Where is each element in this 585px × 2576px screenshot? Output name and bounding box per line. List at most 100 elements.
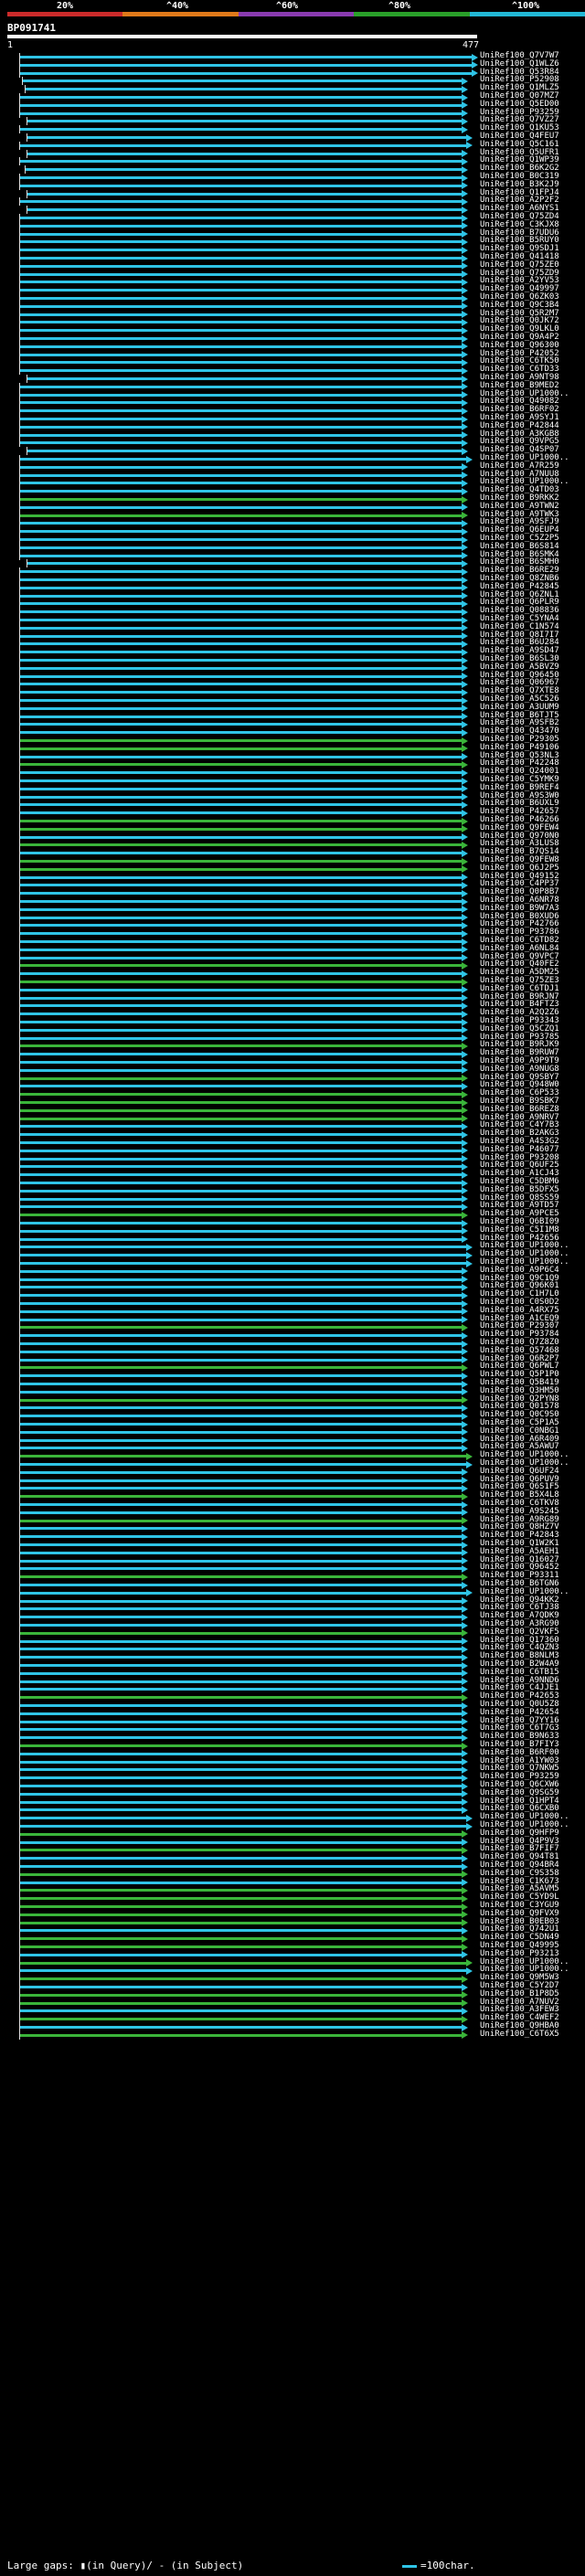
hit-label-link[interactable]: UniRef100_Q9VPG5: [480, 437, 559, 447]
hit-row[interactable]: UniRef100_A5AEH1: [0, 1547, 585, 1557]
hit-row[interactable]: UniRef100_Q6UF25: [0, 1161, 585, 1171]
hit-row[interactable]: UniRef100_Q0C9S0: [0, 1410, 585, 1421]
hit-row[interactable]: UniRef100_A7QDK9: [0, 1611, 585, 1622]
hit-row[interactable]: UniRef100_Q9FEW8: [0, 855, 585, 865]
hit-row[interactable]: UniRef100_UP1000..: [0, 1587, 585, 1597]
hit-row[interactable]: UniRef100_B6SMK4: [0, 550, 585, 560]
hit-row[interactable]: UniRef100_P42657: [0, 807, 585, 818]
hit-row[interactable]: UniRef100_B6S814: [0, 542, 585, 552]
hit-row[interactable]: UniRef100_P46077: [0, 1145, 585, 1155]
hit-row[interactable]: UniRef100_P29307: [0, 1321, 585, 1332]
hit-row[interactable]: UniRef100_Q7VZ27: [0, 115, 585, 126]
hit-label-link[interactable]: UniRef100_P42654: [480, 1707, 559, 1717]
hit-row[interactable]: UniRef100_A1CEQ9: [0, 1314, 585, 1324]
hit-label-link[interactable]: UniRef100_Q9SDJ1: [480, 244, 559, 254]
hit-row[interactable]: UniRef100_UP1000..: [0, 1458, 585, 1468]
hit-label-link[interactable]: UniRef100_P29307: [480, 1321, 559, 1331]
hit-label-link[interactable]: UniRef100_A6NL84: [480, 943, 559, 953]
hit-label-link[interactable]: UniRef100_Q1WLZ6: [480, 58, 559, 69]
hit-row[interactable]: UniRef100_A9SD47: [0, 646, 585, 657]
hit-row[interactable]: UniRef100_B7FIY3: [0, 1740, 585, 1750]
hit-row[interactable]: UniRef100_Q96300: [0, 341, 585, 351]
hit-row[interactable]: UniRef100_C4JJE1: [0, 1683, 585, 1694]
hit-label-link[interactable]: UniRef100_UP1000..: [480, 388, 569, 398]
hit-row[interactable]: UniRef100_P42052: [0, 349, 585, 359]
hit-label-link[interactable]: UniRef100_C6TDJ1: [480, 983, 559, 993]
hit-row[interactable]: UniRef100_A9P9T9: [0, 1056, 585, 1066]
hit-row[interactable]: UniRef100_Q9A4P2: [0, 333, 585, 343]
hit-label-link[interactable]: UniRef100_Q16027: [480, 1554, 559, 1564]
hit-row[interactable]: UniRef100_B6UXL9: [0, 799, 585, 810]
hit-label-link[interactable]: UniRef100_A2Q2Z6: [480, 1008, 559, 1018]
hit-label-link[interactable]: UniRef100_Q6UF24: [480, 1466, 559, 1476]
hit-label-link[interactable]: UniRef100_P52908: [480, 75, 559, 85]
hit-row[interactable]: UniRef100_A9SFB2: [0, 718, 585, 729]
hit-label-link[interactable]: UniRef100_C6TKV8: [480, 1499, 559, 1508]
hit-label-link[interactable]: UniRef100_P42843: [480, 1531, 559, 1541]
hit-label-link[interactable]: UniRef100_B2AKG3: [480, 1129, 559, 1139]
hit-row[interactable]: UniRef100_UP1000..: [0, 1450, 585, 1461]
hit-label-link[interactable]: UniRef100_Q1WP39: [480, 155, 559, 165]
hit-label-link[interactable]: UniRef100_Q9VPC7: [480, 951, 559, 961]
hit-row[interactable]: UniRef100_UP1000..: [0, 1820, 585, 1830]
hit-label-link[interactable]: UniRef100_A9RG89: [480, 1514, 559, 1524]
hit-row[interactable]: UniRef100_C6TD33: [0, 365, 585, 376]
hit-label-link[interactable]: UniRef100_UP1000..: [480, 1241, 569, 1251]
hit-label-link[interactable]: UniRef100_A3UUM9: [480, 702, 559, 712]
hit-label-link[interactable]: UniRef100_B4FTZ3: [480, 1000, 559, 1010]
hit-row[interactable]: UniRef100_B6SL30: [0, 654, 585, 664]
hit-label-link[interactable]: UniRef100_C9S358: [480, 1868, 559, 1878]
hit-row[interactable]: UniRef100_Q7V7W7: [0, 51, 585, 61]
hit-row[interactable]: UniRef100_P42845: [0, 582, 585, 592]
hit-label-link[interactable]: UniRef100_B7UDU6: [480, 228, 559, 238]
hit-label-link[interactable]: UniRef100_Q9FEW8: [480, 855, 559, 864]
hit-label-link[interactable]: UniRef100_UP1000..: [480, 1965, 569, 1975]
hit-row[interactable]: UniRef100_Q6PWL7: [0, 1362, 585, 1373]
hit-row[interactable]: UniRef100_A9S3W0: [0, 791, 585, 801]
hit-label-link[interactable]: UniRef100_Q96K01: [480, 1281, 559, 1291]
hit-label-link[interactable]: UniRef100_A3LUS8: [480, 839, 559, 849]
hit-label-link[interactable]: UniRef100_Q5UFR1: [480, 147, 559, 157]
hit-label-link[interactable]: UniRef100_P46266: [480, 815, 559, 824]
hit-row[interactable]: UniRef100_B3K2J9: [0, 180, 585, 190]
hit-row[interactable]: UniRef100_Q948W0: [0, 1080, 585, 1091]
hit-row[interactable]: UniRef100_Q9LKL0: [0, 324, 585, 335]
hit-label-link[interactable]: UniRef100_Q0P8B7: [480, 887, 559, 897]
hit-label-link[interactable]: UniRef100_C5YMK9: [480, 775, 559, 784]
hit-label-link[interactable]: UniRef100_B7QS14: [480, 847, 559, 857]
hit-row[interactable]: UniRef100_A2Q2Z6: [0, 1008, 585, 1019]
hit-label-link[interactable]: UniRef100_P42766: [480, 919, 559, 929]
hit-row[interactable]: UniRef100_Q94T81: [0, 1852, 585, 1863]
hit-label-link[interactable]: UniRef100_C5DBM6: [480, 1177, 559, 1186]
hit-label-link[interactable]: UniRef100_Q6J2P5: [480, 863, 559, 873]
hit-row[interactable]: UniRef100_A3UUM9: [0, 702, 585, 713]
hit-label-link[interactable]: UniRef100_Q75ZE0: [480, 260, 559, 270]
hit-label-link[interactable]: UniRef100_Q1MLZ5: [480, 83, 559, 93]
hit-row[interactable]: UniRef100_B2W4A9: [0, 1659, 585, 1670]
hit-label-link[interactable]: UniRef100_P93786: [480, 928, 559, 938]
hit-row[interactable]: UniRef100_C6TD82: [0, 936, 585, 946]
hit-label-link[interactable]: UniRef100_P93311: [480, 1571, 559, 1581]
hit-row[interactable]: UniRef100_C1K673: [0, 1877, 585, 1887]
hit-label-link[interactable]: UniRef100_Q94T81: [480, 1852, 559, 1862]
hit-label-link[interactable]: UniRef100_Q75ZE3: [480, 976, 559, 985]
hit-label-link[interactable]: UniRef100_Q5P1P0: [480, 1370, 559, 1380]
hit-label-link[interactable]: UniRef100_Q53NL3: [480, 750, 559, 760]
hit-row[interactable]: UniRef100_B6K2G2: [0, 164, 585, 175]
hit-row[interactable]: UniRef100_Q53NL3: [0, 750, 585, 761]
hit-row[interactable]: UniRef100_Q08836: [0, 606, 585, 617]
hit-row[interactable]: UniRef100_Q5ED00: [0, 100, 585, 110]
hit-label-link[interactable]: UniRef100_B0C319: [480, 172, 559, 181]
hit-row[interactable]: UniRef100_C0S0D2: [0, 1298, 585, 1308]
hit-row[interactable]: UniRef100_Q6J2P5: [0, 863, 585, 874]
hit-label-link[interactable]: UniRef100_Q9C1Q9: [480, 1273, 559, 1283]
hit-label-link[interactable]: UniRef100_B6RE29: [480, 566, 559, 576]
hit-row[interactable]: UniRef100_P93786: [0, 928, 585, 938]
hit-label-link[interactable]: UniRef100_UP1000..: [480, 453, 569, 462]
hit-row[interactable]: UniRef100_Q96450: [0, 671, 585, 681]
hit-label-link[interactable]: UniRef100_Q01578: [480, 1402, 559, 1412]
hit-label-link[interactable]: UniRef100_UP1000..: [480, 1450, 569, 1460]
hit-label-link[interactable]: UniRef100_P29305: [480, 735, 559, 744]
hit-row[interactable]: UniRef100_Q8ZNB6: [0, 574, 585, 584]
hit-row[interactable]: UniRef100_P93259: [0, 1772, 585, 1783]
